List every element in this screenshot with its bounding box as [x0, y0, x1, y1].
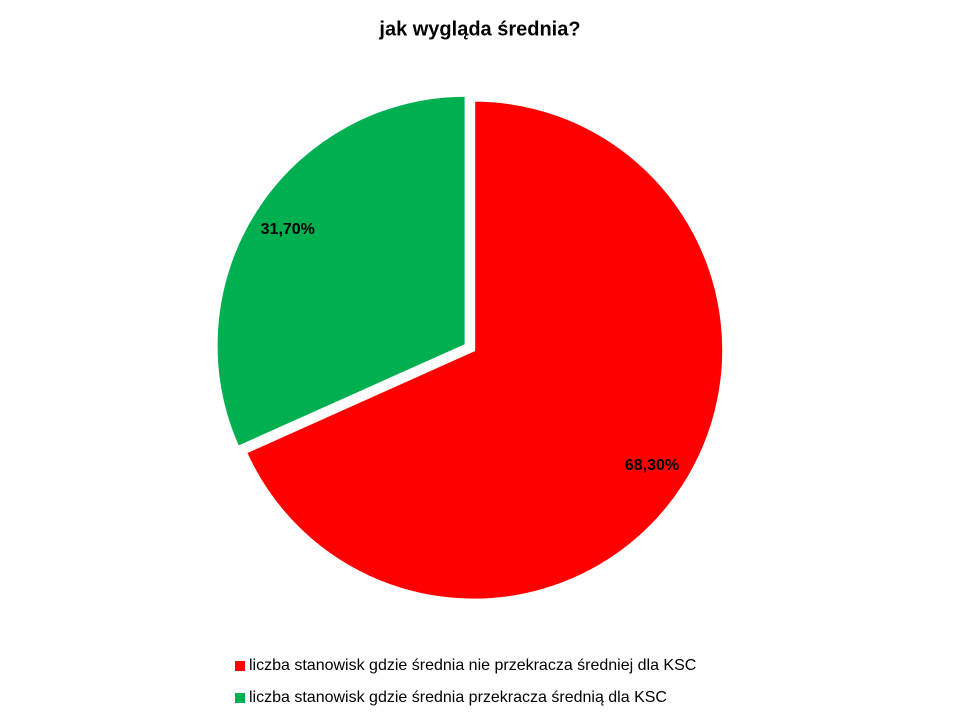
- chart-title: jak wygląda średnia?: [378, 18, 580, 40]
- legend-marker: [235, 661, 245, 671]
- pie-slice: [243, 98, 726, 602]
- pie-slice: [214, 93, 468, 450]
- legend-label: liczba stanowisk gdzie średnia nie przek…: [249, 657, 696, 674]
- data-label: 68,30%: [625, 457, 679, 474]
- data-label: 31,70%: [261, 221, 315, 238]
- legend-marker: [235, 693, 245, 703]
- legend-label: liczba stanowisk gdzie średnia przekracz…: [249, 689, 667, 706]
